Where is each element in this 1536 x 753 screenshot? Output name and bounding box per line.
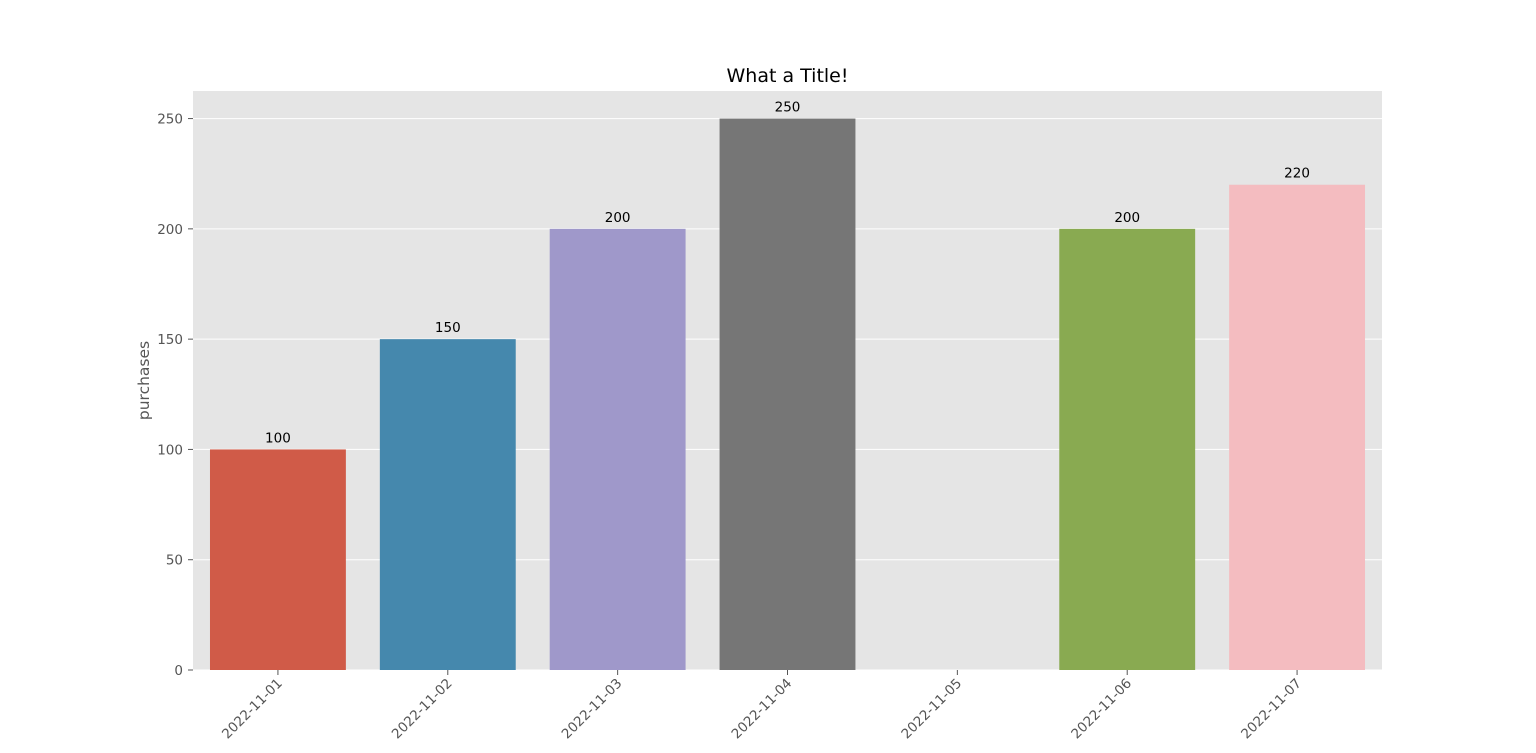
y-tick-label: 50 <box>166 553 183 569</box>
y-axis-label: purchases <box>135 341 153 420</box>
bar-2022-11-02 <box>379 339 516 670</box>
data-label: 220 <box>1284 166 1310 182</box>
y-tick-label: 100 <box>157 442 183 458</box>
x-axis-ticks: 2022-11-01 2022-11-02 2022-11-03 2022-11-04… <box>219 670 1305 742</box>
data-label: 200 <box>605 210 631 226</box>
data-label: 150 <box>435 320 461 336</box>
bar-2022-11-04 <box>719 118 856 671</box>
y-axis-ticks: 0 50 100 150 200 250 <box>157 112 193 679</box>
bar-2022-11-06 <box>1059 228 1196 670</box>
bar-2022-11-01 <box>209 449 346 670</box>
bar-2022-11-07 <box>1229 184 1366 670</box>
y-tick-label: 250 <box>157 112 183 128</box>
x-tick-label: 2022-11-02 <box>389 676 456 743</box>
y-tick-label: 150 <box>157 332 183 348</box>
bars <box>209 118 1366 671</box>
y-tick-label: 0 <box>174 663 183 679</box>
x-tick-label: 2022-11-06 <box>1068 676 1135 743</box>
data-label: 250 <box>775 100 801 116</box>
y-tick-label: 200 <box>157 222 183 238</box>
x-tick-label: 2022-11-05 <box>898 676 965 743</box>
data-label: 200 <box>1114 210 1140 226</box>
x-tick-label: 2022-11-07 <box>1238 676 1305 743</box>
x-tick-label: 2022-11-01 <box>219 676 286 743</box>
x-tick-label: 2022-11-04 <box>729 676 796 743</box>
x-tick-label: 2022-11-03 <box>559 676 626 743</box>
chart-title: What a Title! <box>727 65 849 87</box>
bar-2022-11-03 <box>549 228 686 670</box>
data-label: 100 <box>265 430 291 446</box>
data-labels: 100 150 200 250 200 220 <box>265 100 1310 447</box>
